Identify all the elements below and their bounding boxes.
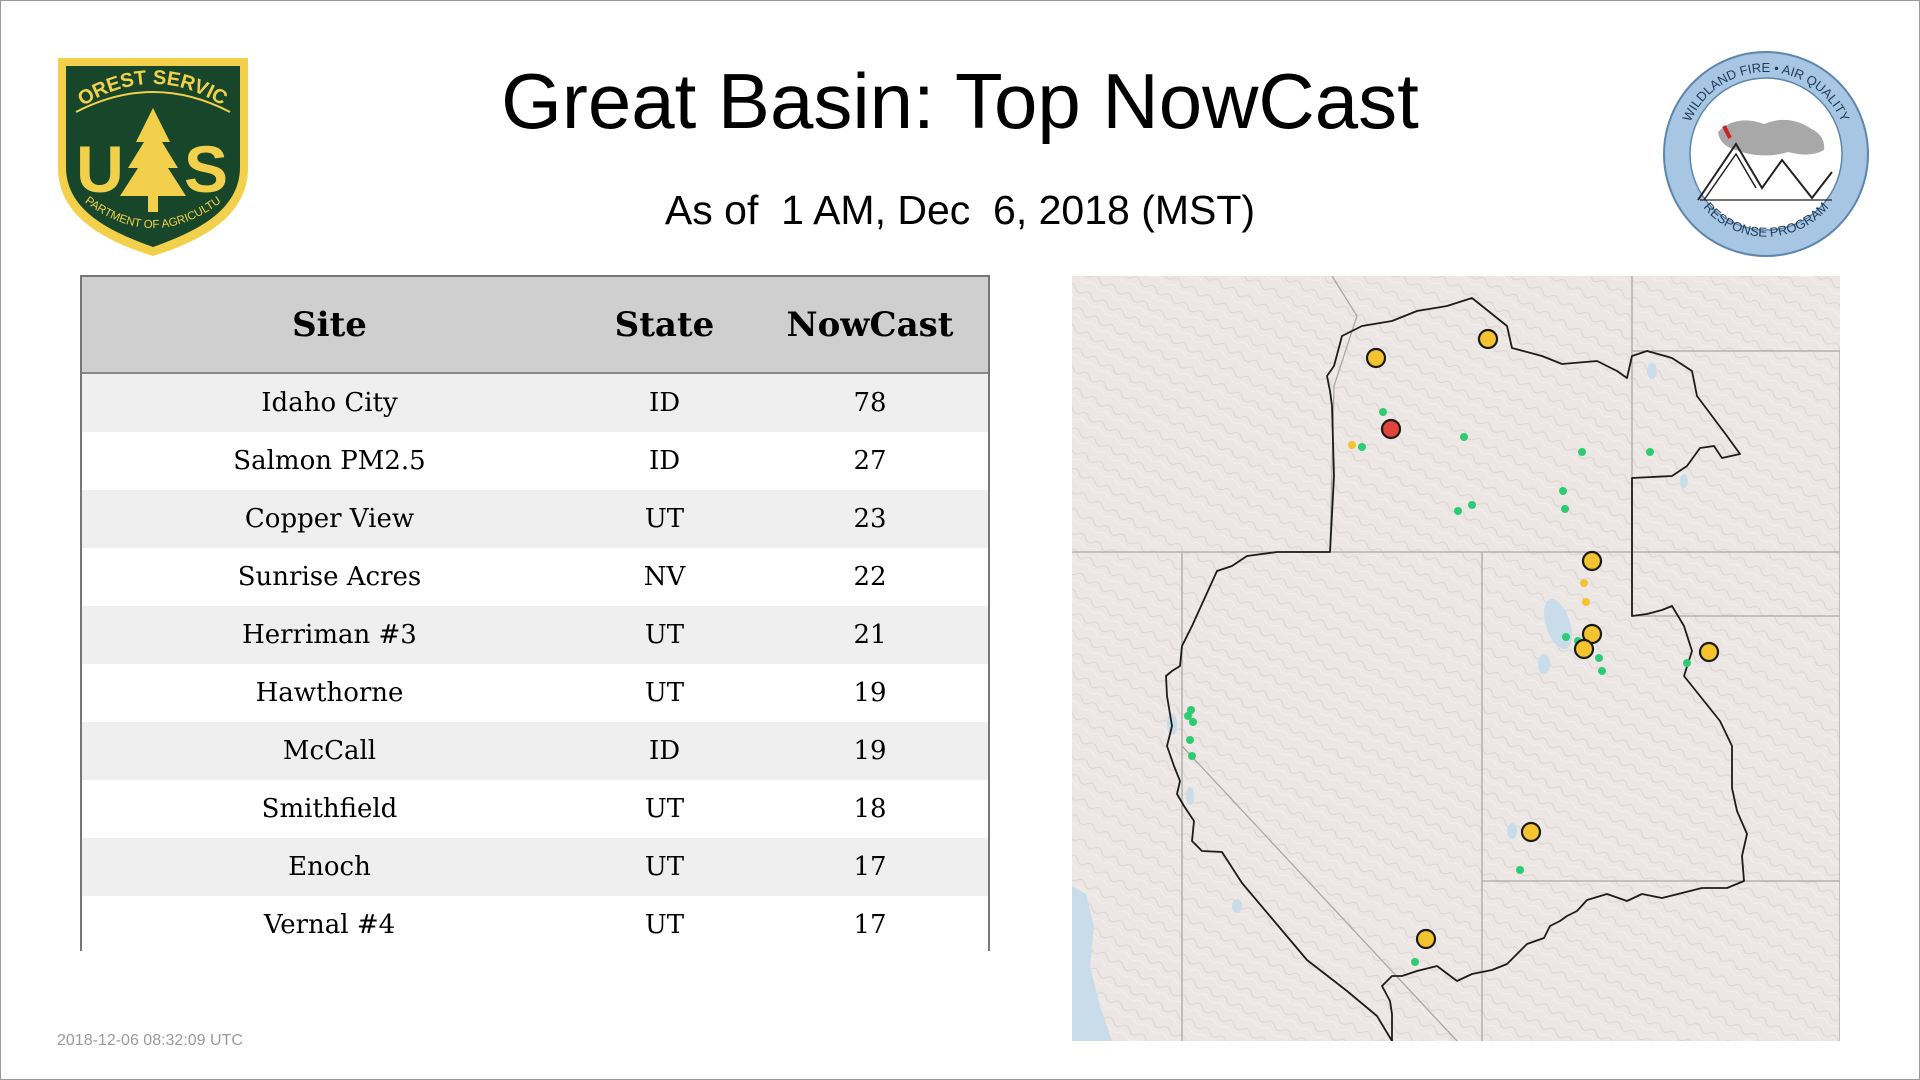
cell-site: Hawthorne [255, 678, 404, 708]
table-row: Idaho City ID 78 [82, 374, 988, 432]
cell-nowcast: 78 [853, 388, 887, 418]
map-marker-orange [1365, 347, 1387, 369]
cell-state: NV [643, 562, 686, 592]
map-marker-orange-small [1348, 441, 1356, 449]
map-marker-green [1411, 958, 1419, 966]
header-site: Site [292, 304, 367, 345]
map-marker-green [1358, 443, 1366, 451]
table-row: Vernal #4 UT 17 [82, 896, 988, 954]
map-marker-green [1184, 712, 1192, 720]
ocean [1072, 886, 1112, 1041]
cell-site: Idaho City [261, 388, 398, 418]
cell-state: ID [648, 388, 681, 418]
cell-state: UT [644, 504, 685, 534]
map-marker-orange [1415, 928, 1437, 950]
map-marker-green [1559, 487, 1567, 495]
cell-nowcast: 23 [853, 504, 887, 534]
table-row: Salmon PM2.5 ID 27 [82, 432, 988, 490]
generated-timestamp: 2018-12-06 08:32:09 UTC [57, 1032, 243, 1049]
table-row: Sunrise Acres NV 22 [82, 548, 988, 606]
table-row: Hawthorne UT 19 [82, 664, 988, 722]
map-marker-orange [1520, 821, 1542, 843]
table-header-row: Site State NowCast [82, 277, 988, 374]
header-state: State [614, 304, 715, 345]
map-marker-green [1595, 654, 1603, 662]
page-subtitle: As of 1 AM, Dec 6, 2018 (MST) [664, 187, 1256, 233]
map-marker-green [1468, 501, 1476, 509]
cell-nowcast: 18 [853, 794, 887, 824]
table-row: Herriman #3 UT 21 [82, 606, 988, 664]
map-marker-green [1186, 736, 1194, 744]
map-marker-orange [1581, 550, 1603, 572]
map-marker-orange-small [1582, 598, 1590, 606]
cell-state: UT [644, 678, 685, 708]
map-marker-orange [1573, 638, 1595, 660]
cell-state: UT [644, 852, 685, 882]
large-orange-markers [1365, 328, 1720, 950]
cell-site: Smithfield [261, 794, 398, 824]
map-marker-green [1578, 448, 1586, 456]
small-orange-markers [1348, 441, 1590, 606]
table-row: Smithfield UT 18 [82, 780, 988, 838]
map-marker-green [1187, 706, 1195, 714]
map-marker-green [1561, 505, 1569, 513]
map-marker-green [1683, 659, 1691, 667]
cell-site: Copper View [244, 504, 415, 534]
cell-state: ID [648, 446, 681, 476]
great-basin-boundary [1165, 297, 1748, 1041]
forest-service-logo: FOREST SERVICE U S DEPARTMENT OF AGRICUL… [50, 50, 248, 256]
cell-site: Enoch [288, 852, 371, 882]
map-marker-green [1379, 408, 1387, 416]
table-body: Idaho City ID 78 Salmon PM2.5 ID 27 Copp… [82, 374, 988, 954]
cell-state: ID [648, 736, 681, 766]
cell-site: Sunrise Acres [237, 562, 422, 592]
map-marker-orange [1698, 641, 1720, 663]
green-markers [1184, 408, 1691, 966]
map-marker-green [1460, 433, 1468, 441]
map-marker-orange-small [1580, 579, 1588, 587]
map-marker-green [1598, 667, 1606, 675]
map-marker-red [1380, 418, 1402, 440]
cell-nowcast: 22 [853, 562, 887, 592]
cell-nowcast: 27 [853, 446, 887, 476]
map-marker-green [1188, 752, 1196, 760]
cell-state: UT [644, 620, 685, 650]
map-marker-green [1189, 718, 1197, 726]
header-nowcast: NowCast [786, 304, 954, 345]
cell-nowcast: 17 [853, 910, 887, 940]
svg-text:S: S [184, 132, 228, 206]
map-marker-orange [1477, 328, 1499, 350]
map-marker-green [1454, 507, 1462, 515]
table-row: Enoch UT 17 [82, 838, 988, 896]
cell-nowcast: 21 [853, 620, 887, 650]
cell-nowcast: 17 [853, 852, 887, 882]
cell-site: McCall [282, 736, 377, 766]
map-marker-green [1516, 866, 1524, 874]
page-title: Great Basin: Top NowCast [501, 57, 1419, 145]
cell-site: Salmon PM2.5 [233, 446, 426, 476]
wildland-fire-air-quality-logo: WILDLAND FIRE • AIR QUALITY RESPONSE PRO… [1663, 51, 1869, 257]
great-basin-map [1072, 276, 1840, 1041]
map-terrain [1072, 276, 1840, 1041]
nowcast-table: Site State NowCast Idaho City ID 78 Salm… [80, 275, 990, 954]
table-row: Copper View UT 23 [82, 490, 988, 548]
cell-site: Herriman #3 [242, 620, 417, 650]
svg-text:U: U [76, 132, 124, 206]
cell-state: UT [644, 794, 685, 824]
table-row: McCall ID 19 [82, 722, 988, 780]
cell-nowcast: 19 [853, 736, 887, 766]
cell-state: UT [644, 910, 685, 940]
map-marker-green [1646, 448, 1654, 456]
map-marker-green [1562, 633, 1570, 641]
cell-nowcast: 19 [853, 678, 887, 708]
cell-site: Vernal #4 [263, 910, 396, 940]
